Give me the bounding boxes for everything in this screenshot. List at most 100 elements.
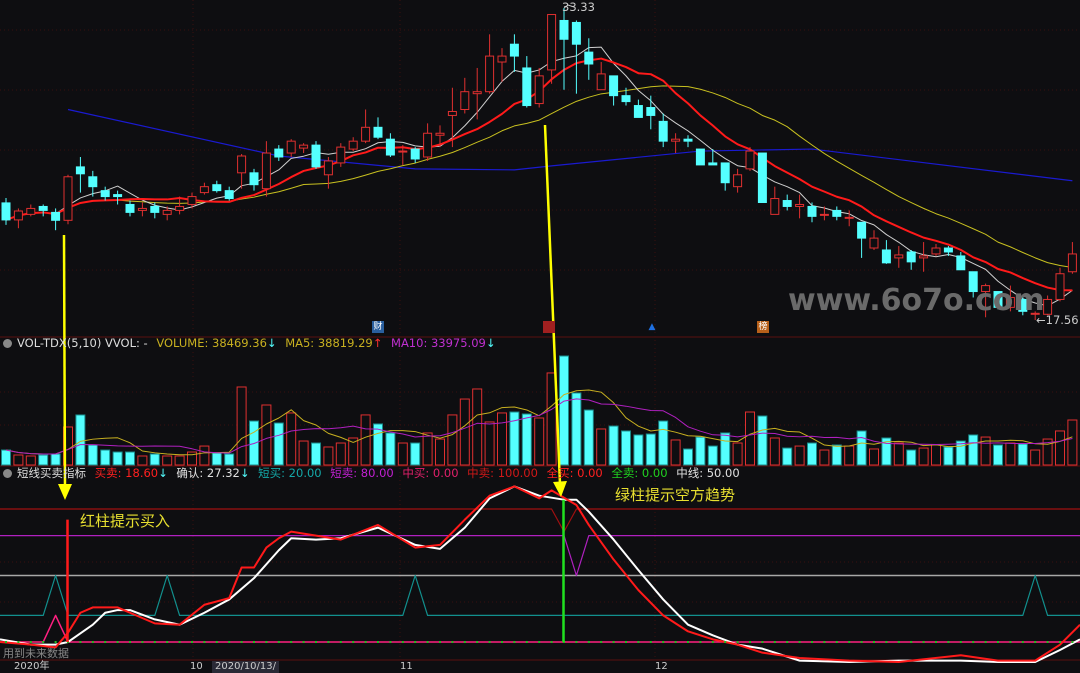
volume-bar bbox=[670, 439, 681, 466]
volume-bar bbox=[13, 454, 24, 466]
candle-body bbox=[844, 216, 854, 219]
candle-body bbox=[584, 51, 594, 65]
candle-body bbox=[51, 211, 61, 221]
candle bbox=[361, 109, 371, 144]
zero-line-dot bbox=[897, 641, 900, 643]
short-sell-value: 短卖: 80.00 bbox=[330, 466, 394, 480]
candle-body bbox=[1018, 298, 1028, 312]
zero-line-dot bbox=[166, 641, 169, 643]
candle-body bbox=[1005, 296, 1015, 308]
volume-bar bbox=[447, 414, 458, 466]
zero-line-dot bbox=[5, 641, 7, 643]
volume-bar bbox=[521, 413, 532, 466]
candle-body bbox=[906, 251, 916, 263]
candle-body bbox=[559, 19, 569, 40]
event-marker[interactable] bbox=[543, 321, 555, 333]
zero-line-dot bbox=[364, 641, 367, 643]
buy-sell-arrow-icon: ↓ bbox=[158, 466, 168, 480]
zero-line-dot bbox=[253, 641, 255, 643]
volume-ma5-value: MA5: 38819.29 bbox=[285, 336, 373, 350]
volume-bar bbox=[782, 447, 793, 466]
event-marker[interactable]: 榜 bbox=[757, 321, 769, 333]
candle-body bbox=[695, 148, 705, 166]
candle-body bbox=[423, 132, 433, 158]
zero-line-dot bbox=[426, 641, 429, 643]
volume-bar bbox=[1042, 438, 1053, 466]
candle-body bbox=[609, 75, 619, 97]
zero-line-dot bbox=[327, 641, 330, 643]
low-price-value: 17.56 bbox=[1045, 313, 1079, 327]
zero-line-dot bbox=[600, 641, 603, 643]
price-panel[interactable] bbox=[1, 4, 1077, 321]
candle bbox=[63, 174, 73, 225]
candle-body bbox=[1, 202, 11, 221]
candle bbox=[757, 152, 767, 203]
volume-bar bbox=[1, 449, 11, 466]
candle-body bbox=[286, 140, 296, 154]
candle bbox=[150, 202, 160, 219]
candle-body bbox=[460, 91, 470, 111]
candle bbox=[348, 137, 358, 152]
collapse-toggle-icon[interactable] bbox=[3, 469, 12, 478]
candle bbox=[1030, 311, 1040, 321]
all-buy-value: 全买: 0.00 bbox=[546, 466, 603, 480]
volume-bar bbox=[149, 453, 160, 466]
candle bbox=[881, 240, 891, 264]
indicator-panel[interactable] bbox=[0, 485, 1080, 663]
volume-bar bbox=[831, 444, 842, 466]
candle-body bbox=[720, 162, 730, 184]
candle bbox=[13, 208, 23, 229]
candle bbox=[646, 95, 656, 130]
candle-body bbox=[75, 166, 85, 175]
zero-line-dot bbox=[153, 641, 156, 643]
candle-body bbox=[757, 152, 767, 203]
collapse-toggle-icon[interactable] bbox=[3, 339, 12, 348]
buy-hint-annotation: 红柱提示买入 bbox=[80, 512, 171, 530]
volume-bar bbox=[187, 451, 197, 466]
candle bbox=[683, 135, 693, 148]
candle bbox=[559, 8, 569, 90]
candle-body bbox=[807, 205, 817, 217]
candle bbox=[832, 206, 842, 221]
candle-body bbox=[881, 249, 891, 264]
candle-body bbox=[956, 255, 966, 271]
candle bbox=[745, 147, 755, 171]
event-marker[interactable]: 财 bbox=[372, 321, 384, 333]
volume-bar bbox=[943, 446, 954, 466]
candle-body bbox=[249, 172, 259, 186]
volume-arrow-icon: ↓ bbox=[266, 336, 277, 350]
zero-line-dot bbox=[277, 641, 280, 643]
zero-line-dot bbox=[711, 641, 714, 643]
volume-bar bbox=[484, 421, 495, 466]
candle bbox=[162, 206, 172, 221]
candle bbox=[100, 186, 110, 201]
indicator-header: 短线买卖指标 买卖: 18.60↓ 确认: 27.32↓ 短买: 20.00 短… bbox=[3, 466, 745, 480]
volume-bar bbox=[323, 446, 334, 466]
candle bbox=[336, 143, 346, 167]
volume-bar bbox=[497, 412, 507, 466]
volume-bar bbox=[298, 440, 309, 466]
ma20-line bbox=[5, 85, 1073, 268]
candle bbox=[708, 149, 718, 166]
candle bbox=[398, 145, 408, 165]
event-marker[interactable]: ▲ bbox=[648, 322, 656, 332]
axis-label-month-12: 12 bbox=[655, 661, 668, 672]
candle-body bbox=[373, 126, 383, 138]
confirm-arrow-icon: ↓ bbox=[239, 466, 250, 480]
candle bbox=[323, 156, 333, 189]
all-sell-value: 全卖: 0.00 bbox=[611, 466, 668, 480]
volume-panel[interactable] bbox=[1, 355, 1078, 466]
candle-body bbox=[894, 254, 904, 259]
candle bbox=[894, 246, 904, 268]
zero-line-dot bbox=[1059, 641, 1061, 643]
volume-bar bbox=[955, 440, 966, 466]
candle-body bbox=[485, 55, 495, 93]
candle-body bbox=[162, 209, 172, 215]
candle-body bbox=[13, 210, 23, 221]
candle bbox=[286, 139, 296, 157]
candle bbox=[137, 202, 147, 217]
mid-buy-value: 中买: 0.00 bbox=[402, 466, 459, 480]
zero-line-dot bbox=[302, 641, 305, 643]
candle bbox=[237, 154, 247, 189]
